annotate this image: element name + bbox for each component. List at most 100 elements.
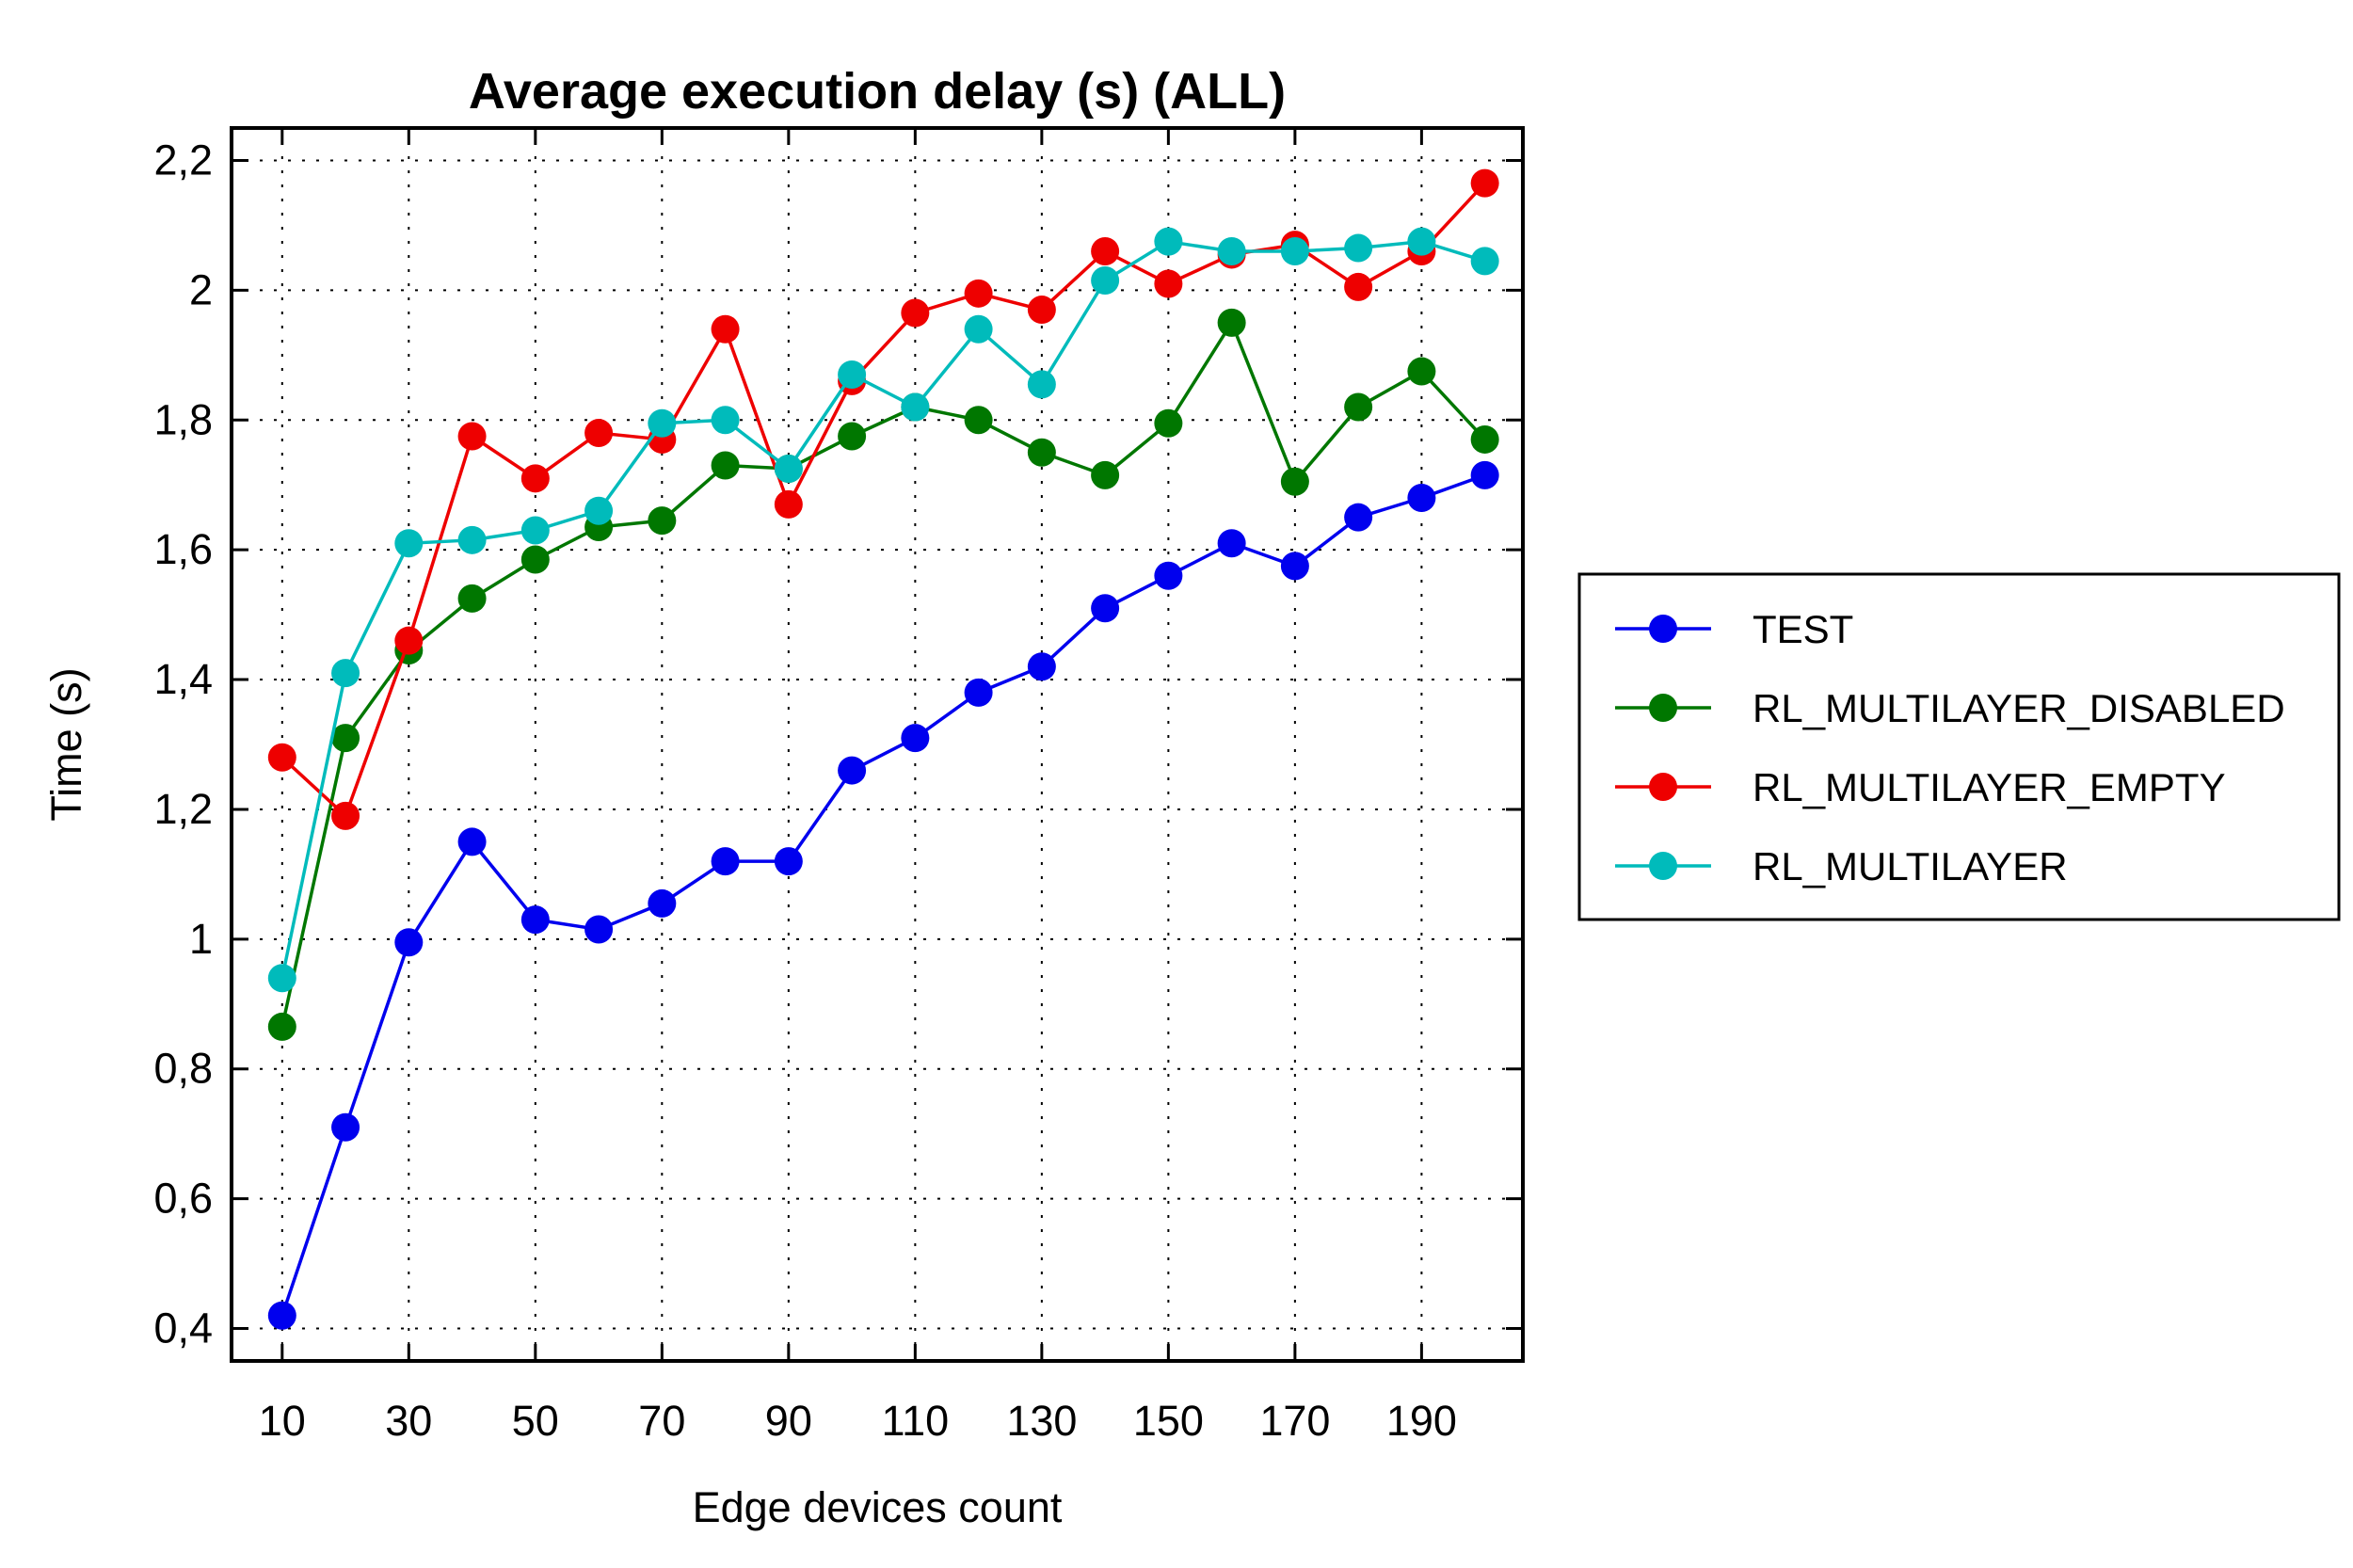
x-axis: 10 30 50 70 90 110 130 150 170 190 <box>259 128 1457 1445</box>
data-point <box>1217 308 1246 337</box>
data-point <box>711 451 740 480</box>
x-tick-label: 70 <box>638 1397 685 1445</box>
legend-label: TEST <box>1753 607 1853 651</box>
data-point <box>331 659 360 688</box>
legend-box <box>1577 572 2341 921</box>
x-tick-label: 90 <box>765 1397 812 1445</box>
legend-label: RL_MULTILAYER_EMPTY <box>1753 765 2226 809</box>
data-point <box>1470 424 1499 454</box>
data-point <box>1027 652 1056 681</box>
data-point <box>1407 357 1436 386</box>
data-point <box>331 724 360 753</box>
legend-label: RL_MULTILAYER_DISABLED <box>1753 686 2285 730</box>
plot-frame <box>230 126 1525 1363</box>
x-tick-label: 150 <box>1133 1397 1204 1445</box>
legend-entry: TEST <box>1615 607 1853 651</box>
data-point <box>457 584 487 613</box>
data-point <box>520 905 550 935</box>
legend-marker-swatch <box>1649 773 1677 801</box>
data-point <box>1154 408 1183 438</box>
series-rl-multilayer-disabled <box>267 308 1499 1041</box>
data-point <box>267 1301 296 1330</box>
data-point <box>838 360 867 389</box>
y-tick-label: 1,8 <box>153 395 213 443</box>
data-point <box>1027 296 1056 325</box>
x-tick-label: 10 <box>259 1397 306 1445</box>
data-point <box>457 827 487 856</box>
legend-entry: RL_MULTILAYER_DISABLED <box>1615 686 2285 730</box>
data-point <box>1217 529 1246 558</box>
x-tick-label: 30 <box>385 1397 432 1445</box>
data-point <box>267 743 296 772</box>
y-tick-label: 1 <box>189 915 213 963</box>
data-point <box>774 454 803 483</box>
y-tick-label: 1,2 <box>153 785 213 833</box>
data-point <box>838 756 867 785</box>
data-point <box>901 724 930 753</box>
legend-entry: RL_MULTILAYER_EMPTY <box>1615 765 2226 809</box>
y-tick-label: 1,6 <box>153 525 213 573</box>
data-point <box>394 529 424 558</box>
data-point <box>711 314 740 344</box>
data-point <box>584 496 614 525</box>
data-point <box>774 847 803 876</box>
data-point <box>1470 168 1499 198</box>
legend-label: RL_MULTILAYER <box>1753 844 2068 888</box>
data-point <box>267 1012 296 1041</box>
data-point <box>1280 467 1309 496</box>
data-point <box>1091 594 1120 623</box>
data-point <box>1407 227 1436 256</box>
y-tick-label: 1,4 <box>153 655 213 703</box>
data-point <box>1344 392 1373 422</box>
data-point <box>520 464 550 493</box>
series-test <box>267 460 1499 1330</box>
data-point <box>901 392 930 422</box>
data-point <box>267 964 296 993</box>
x-tick-label: 50 <box>512 1397 559 1445</box>
x-tick-label: 130 <box>1006 1397 1077 1445</box>
data-point <box>584 915 614 944</box>
data-point <box>1470 247 1499 276</box>
data-point <box>1027 370 1056 399</box>
x-axis-label: Edge devices count <box>693 1483 1063 1531</box>
data-point <box>711 406 740 435</box>
data-point <box>838 422 867 451</box>
legend: TEST RL_MULTILAYER_DISABLED RL_MULTILAYER_… <box>1577 572 2341 921</box>
data-point <box>1154 561 1183 590</box>
series-rl-multilayer <box>267 227 1499 993</box>
x-tick-label: 170 <box>1259 1397 1330 1445</box>
data-point <box>1344 233 1373 263</box>
data-point <box>1154 269 1183 298</box>
data-point <box>457 525 487 554</box>
y-axis-label: Time (s) <box>42 667 90 821</box>
data-point <box>520 516 550 545</box>
data-point <box>331 801 360 830</box>
x-tick-label: 190 <box>1386 1397 1457 1445</box>
data-point <box>964 678 993 707</box>
data-point <box>1091 266 1120 296</box>
legend-entry: RL_MULTILAYER <box>1615 844 2068 888</box>
data-point <box>1091 460 1120 489</box>
data-point <box>1344 503 1373 532</box>
data-point <box>1470 460 1499 489</box>
y-tick-label: 0,6 <box>153 1175 213 1223</box>
data-point <box>584 419 614 448</box>
legend-items: TEST RL_MULTILAYER_DISABLED RL_MULTILAYER_… <box>1615 607 2285 888</box>
data-point <box>964 406 993 435</box>
data-point <box>1091 237 1120 265</box>
data-point <box>711 847 740 876</box>
data-point <box>394 928 424 957</box>
data-point <box>964 279 993 308</box>
y-tick-label: 2,2 <box>153 136 213 184</box>
data-point <box>648 506 677 536</box>
y-axis: 0,4 0,6 0,8 1 1,2 1,4 1,6 1,8 2 2,2 <box>153 136 1523 1352</box>
data-point <box>1154 227 1183 256</box>
legend-marker-swatch <box>1649 694 1677 722</box>
data-point <box>1407 484 1436 512</box>
data-point <box>774 489 803 519</box>
data-point <box>1280 237 1309 265</box>
legend-marker-swatch <box>1649 852 1677 880</box>
data-point <box>520 545 550 574</box>
y-tick-label: 0,4 <box>153 1304 213 1352</box>
